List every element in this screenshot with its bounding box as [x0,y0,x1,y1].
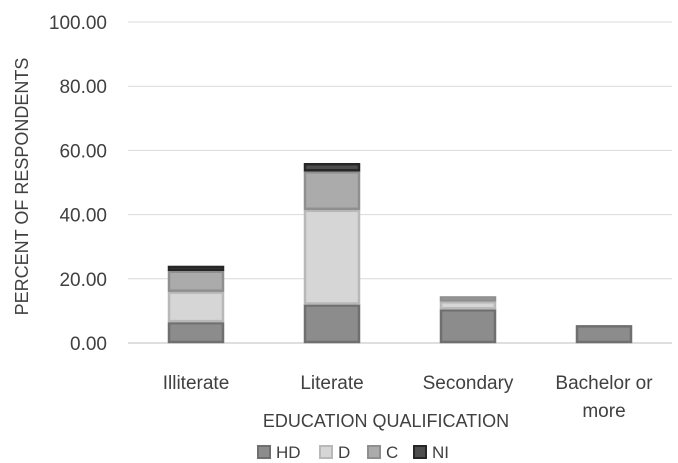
bar-segment-ni [303,162,361,172]
y-tick-label: 80.00 [59,77,107,98]
x-tick-label: Bachelor or more [555,373,653,422]
x-tick-label: Literate [300,373,363,394]
legend-label-d: D [338,443,350,462]
x-category-labels: Illiterate Literate Secondary Bachelor or mo… [163,373,654,422]
bar-segment-hd [439,309,497,344]
y-tick-label: 20.00 [59,270,107,291]
x-tick-label: Secondary [423,373,514,394]
legend: HD D C NI [257,443,449,462]
y-tick-label: 0.00 [70,334,107,355]
legend-label-c: C [386,443,398,462]
bar-segment-d [439,301,497,310]
x-tick-label: Illiterate [163,373,230,394]
bar-segment-ni [167,265,225,272]
legend-label-hd: HD [276,443,301,462]
bars [167,162,633,344]
legend-swatch-ni [413,445,427,459]
bar-segment-c [167,270,225,292]
y-tick-labels: 0.00 20.00 40.00 60.00 80.00 100.00 [49,13,107,355]
y-axis-title: PERCENT OF RESPONDENTS [12,58,32,316]
y-tick-label: 100.00 [49,13,107,34]
bar-segment-hd [167,321,225,344]
bar-segment-hd [303,304,361,344]
legend-swatch-c [367,445,381,459]
legend-swatch-d [319,445,333,459]
bar-segment-d [167,291,225,323]
legend-label-ni: NI [432,443,449,462]
x-axis-title: EDUCATION QUALIFICATION [263,411,509,431]
y-tick-label: 40.00 [59,206,107,227]
y-tick-label: 60.00 [59,141,107,162]
bar-segment-d [303,209,361,305]
bar-segment-hd [575,325,633,344]
bar-segment-c [303,171,361,211]
bar-segment-c [439,296,497,302]
legend-swatch-hd [257,445,271,459]
